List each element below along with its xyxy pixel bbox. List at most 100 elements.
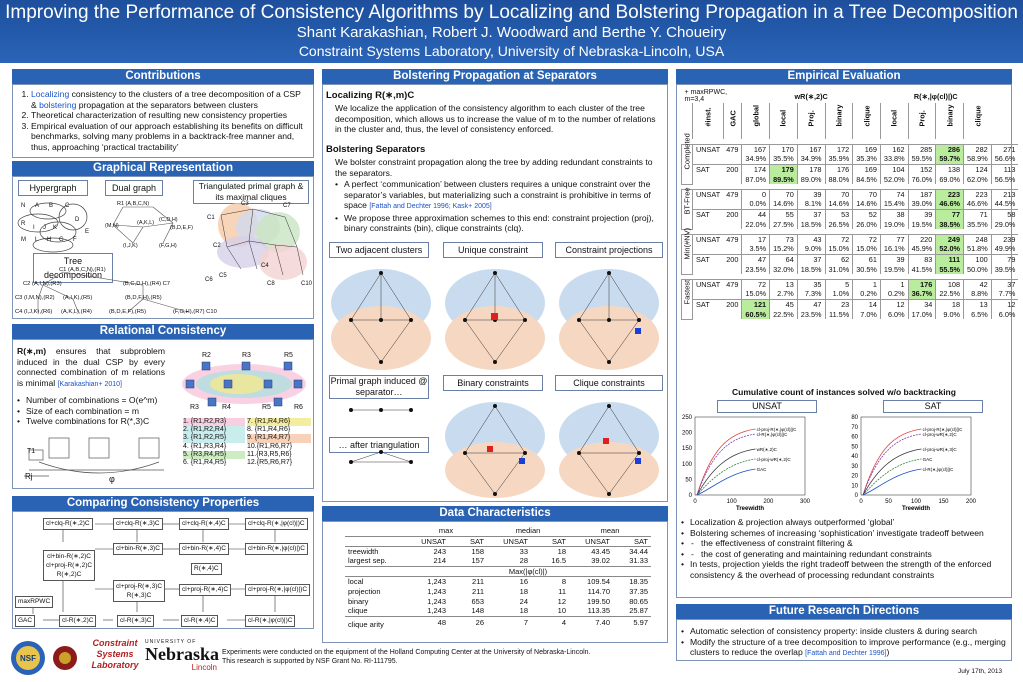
- block-label: BT-Free: [681, 187, 693, 230]
- block-label: Fastest: [681, 278, 693, 320]
- combination-item: 3. {R1,R2,R5}: [183, 434, 245, 443]
- relational-bullets: Number of combinations = O(e^m) Size of …: [17, 395, 177, 427]
- prop-node: cl-R(∗,3)C: [117, 615, 155, 627]
- prop-node-group: cl+bin-R(∗,2)C cl+proj-R(∗,2)C R(∗,2)C: [43, 550, 96, 581]
- combination-item: 8. {R1,R4,R6}: [247, 426, 291, 434]
- svg-text:C3 (I,M,N),(R2): C3 (I,M,N),(R2): [15, 295, 55, 301]
- rel-label: R2: [202, 352, 211, 359]
- panel-label: Constraint projections: [555, 242, 663, 258]
- combination-item: 11.{R3,R5,R6}: [247, 450, 292, 458]
- section-header-future: Future Research Directions: [676, 604, 1012, 619]
- t1-label: T1: [27, 448, 36, 455]
- svg-text:(F,G,H),(R7) C10: (F,G,H),(R7) C10: [173, 309, 217, 315]
- svg-text:C1 (A,B,C,N),(R1): C1 (A,B,C,N),(R1): [59, 267, 106, 273]
- series-label: GAC: [923, 457, 934, 462]
- future-box: Automatic selection of consistency prope…: [676, 619, 1012, 661]
- panel-label: Binary constraints: [443, 375, 543, 391]
- graph-diagrams: N A B C R I J K M L H G F DE R1 (A,B,C,N) (M,N) (A,K…: [15, 201, 313, 315]
- localizing-paragraph: We localize the application of the consi…: [335, 103, 656, 134]
- series-line: [696, 448, 756, 496]
- prop-node: cl+clq-R(∗,3)C: [113, 518, 163, 530]
- datachar-box: max median mean UNSAT SAT UNSAT SAT UNSAT SAT t…: [322, 521, 668, 643]
- svg-text:(B,D,F,H),(R5): (B,D,F,H),(R5): [125, 295, 162, 301]
- findings-list: Localization & projection always outperf…: [681, 517, 1007, 580]
- svg-text:(I,J,K): (I,J,K): [123, 243, 138, 249]
- y-tick-label: 200: [682, 431, 693, 437]
- y-tick-label: 70: [851, 425, 858, 431]
- svg-text:C: C: [65, 203, 70, 209]
- prop-node: cl+bin-R(∗,|φ(cl)|)C: [245, 543, 308, 555]
- table-row: clique arity 48 26 7 4 7.40 5.97: [348, 618, 648, 629]
- hypergraph-letters: N A B C R I J K M L H G F DE: [21, 203, 89, 243]
- column-header: #inst.: [692, 103, 724, 139]
- column-header: clique: [852, 103, 881, 139]
- blue-constraint-marks: [519, 328, 641, 464]
- svg-text:(A,I,K),(R5): (A,I,K),(R5): [63, 295, 92, 301]
- column-header: binary: [935, 103, 964, 139]
- series-line: [696, 428, 756, 496]
- poster-title: Improving the Performance of Consistency…: [5, 2, 1018, 23]
- series-line: [862, 428, 922, 496]
- triangulated-clusters: [217, 203, 307, 280]
- column-header: GAC: [722, 103, 742, 139]
- combination-item: 6. {R1,R4,R5}: [183, 459, 227, 467]
- dual-graph-labels: R1 (A,B,C,N) (M,N) (A,K,L) (C,D,H) (B,D,E,F…: [105, 201, 193, 249]
- svg-text:N: N: [21, 203, 25, 209]
- svg-text:(A,K,L): (A,K,L): [137, 220, 154, 226]
- series-line: [696, 468, 756, 496]
- table-row: largest sep. 214 157 28 16.5 39.02 31.33: [345, 556, 651, 566]
- svg-text:(B,D,E,F),(R5): (B,D,E,F),(R5): [109, 309, 146, 315]
- acknowledgment: Experiments were conducted on the equipm…: [222, 649, 591, 665]
- column-header: local: [879, 103, 909, 139]
- graphical-box: Hypergraph Dual graph Triangulated prima…: [12, 176, 314, 319]
- column-header: local: [769, 103, 798, 139]
- series-label: GAC: [757, 467, 768, 472]
- column-header: clique: [963, 103, 992, 139]
- svg-text:(M,N): (M,N): [105, 223, 119, 229]
- hypergraph-label: Hypergraph: [18, 180, 88, 196]
- table-row: clique 1,243 148 18 10 113.35 25.87: [345, 606, 651, 616]
- nsf-logo-icon: NSF: [11, 641, 45, 675]
- svg-text:J: J: [43, 225, 46, 231]
- comparison-arrows: [32, 523, 276, 621]
- panel-label: Clique constraints: [555, 375, 663, 391]
- evaluation-table: + maxRPWC, m=3,4 wR(∗,2)C R(∗,|φ(cl)|)C #in…: [681, 89, 1019, 320]
- table-row: 0.0% 14.6% 8.1% 14.6% 14.6% 15.4% 39.0% 46.6% 46…: [682, 199, 1019, 209]
- rel-label: R5: [284, 352, 293, 359]
- svg-text:K: K: [53, 225, 57, 231]
- csl-logo-text: Constraint Systems Laboratory: [91, 638, 139, 670]
- combination-item: 12.{R5,R6,R7}: [247, 459, 293, 467]
- series-label: cl-proj-wR(∗,3)C: [923, 447, 958, 452]
- svg-text:R: R: [21, 221, 26, 227]
- csl-logo-icon: [53, 646, 77, 670]
- y-tick-label: 50: [851, 444, 858, 450]
- y-tick-label: 80: [851, 415, 858, 421]
- bolstering-paragraph: We bolster constraint propagation along …: [335, 157, 653, 178]
- svg-text:M: M: [21, 237, 26, 243]
- combination-item: 9. {R1,R4,R7}: [247, 434, 311, 443]
- prop-node: cl+clq-R(∗,4)C: [179, 518, 229, 530]
- series-line: [696, 458, 756, 496]
- column-header: Proj.: [796, 103, 825, 139]
- prop-node: cl-R(∗,|φ(cl)|)C: [245, 615, 296, 627]
- combination-item: 5. {R3,R4,R5}: [183, 450, 245, 460]
- x-tick-label: 300: [800, 499, 811, 505]
- series-label: cl-proj-R(∗,|φ(cl)|)C: [757, 427, 798, 432]
- combination-item: 10.{R1,R6,R7}: [247, 442, 293, 450]
- poster-date: July 17th, 2013: [958, 668, 1003, 675]
- table-row: 22.0% 27.5% 18.5% 26.5% 26.0% 19.0% 19.5% 38.5%…: [682, 219, 1019, 229]
- panel-label: Unique constraint: [443, 242, 543, 258]
- x-tick-label: 0: [859, 499, 863, 505]
- x-axis-label: Treewidth: [736, 506, 764, 512]
- svg-text:C4 (I,J,K),(R6): C4 (I,J,K),(R6): [15, 309, 52, 315]
- prop-node: cl+bin-R(∗,3)C: [113, 543, 163, 555]
- table-row: Completed UNSAT 479 167 170 167 172 169 162 285 28…: [681, 133, 1019, 185]
- contributions-box: Localizing consistency to the clusters o…: [12, 84, 314, 158]
- sat-label: SAT: [883, 400, 983, 413]
- svg-text:C6: C6: [205, 277, 213, 283]
- section-header-datachar: Data Characteristics: [322, 506, 668, 521]
- table-row: Min(#NV) UNSAT 479 17 73 43 72 72 77 220 249 248 239: [681, 227, 1019, 275]
- section-header-comparing: Comparing Consistency Properties: [12, 496, 314, 511]
- prop-node: cl-R(∗,4)C: [181, 615, 219, 627]
- table-row: treewidth 243 158 33 18 43.45 34.44: [348, 546, 648, 556]
